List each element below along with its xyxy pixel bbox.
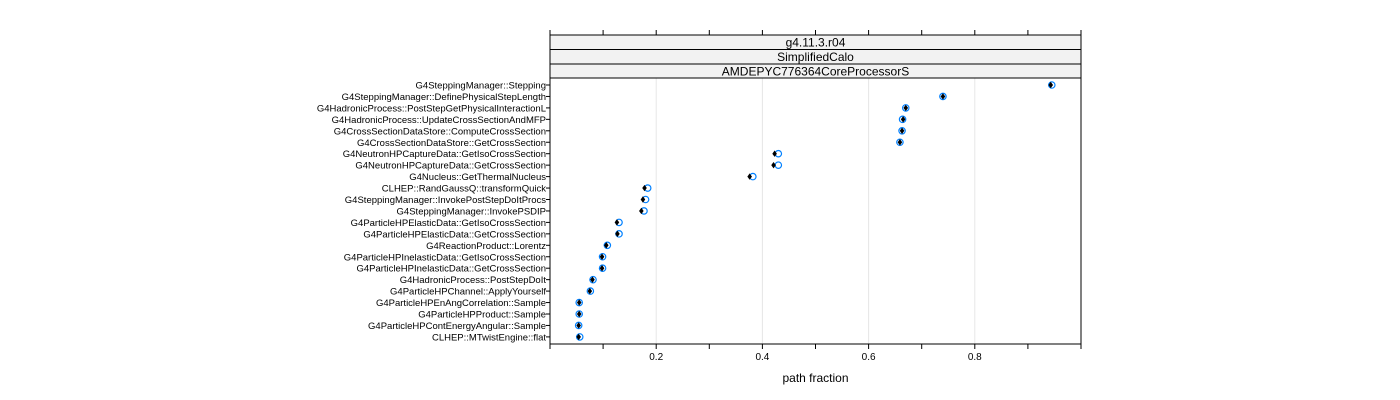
y-tick-label: CLHEP::MTwistEngine::flat [432, 332, 546, 343]
strip-2: SimplifiedCalo [549, 49, 1082, 65]
y-tick-label: CLHEP::RandGaussQ::transformQuick [382, 184, 546, 195]
y-tick-label: G4SteppingManager::InvokePSDIP [397, 206, 546, 217]
strip-1-label: g4.11.3.r04 [786, 36, 846, 50]
filled-diamond-point [899, 127, 905, 134]
filled-diamond-point [590, 276, 595, 283]
filled-diamond-point [576, 310, 582, 318]
x-tick-label: 0.4 [755, 352, 769, 363]
strip-3-label: AMDEPYC776364CoreProcessorS [722, 65, 909, 79]
strip-1: g4.11.3.r04 [549, 34, 1082, 50]
filled-diamond-point [640, 196, 646, 203]
y-axis-labels: G4SteppingManager::SteppingG4SteppingMan… [317, 81, 547, 344]
filled-diamond-point [771, 161, 776, 169]
y-tick-label: G4Nucleus::GetThermalNucleus [409, 172, 546, 183]
strip-3: AMDEPYC776364CoreProcessorS [549, 63, 1082, 79]
y-tick-label: G4CrossSectionDataStore::ComputeCrossSec… [334, 126, 546, 137]
data-points [574, 81, 1056, 341]
filled-diamond-point [1048, 81, 1054, 89]
y-tick-label: G4CrossSectionDataStore::GetCrossSection [357, 138, 546, 149]
filled-diamond-point [940, 93, 946, 100]
filled-diamond-point [576, 299, 582, 306]
filled-diamond-point [576, 333, 581, 341]
open-circle-point [589, 275, 597, 284]
filled-diamond-point [747, 173, 752, 180]
open-circle-point [598, 264, 607, 273]
panel-frame [549, 77, 1082, 345]
filled-diamond-point [587, 287, 593, 295]
filled-diamond-point [903, 104, 909, 112]
filled-diamond-point [614, 219, 620, 226]
y-tick-label: G4ParticleHPChannel::ApplyYourself [390, 287, 546, 298]
filled-diamond-point [642, 184, 647, 192]
x-axis-tick-labels: 0.2 0.4 0.6 0.8 [649, 352, 982, 363]
x-tick-label: 0.8 [968, 352, 982, 363]
filled-diamond-point [599, 253, 605, 260]
y-tick-label: G4NeutronHPCaptureData::GetCrossSection [355, 161, 546, 172]
filled-diamond-point [599, 265, 605, 272]
open-circle-point [598, 252, 607, 261]
y-tick-label: G4SteppingManager::DefinePhysicalStepLen… [342, 92, 546, 103]
filled-diamond-point [576, 322, 581, 329]
open-circle-point [586, 287, 595, 295]
y-tick-label: G4SteppingManager::InvokePostStepDoItPro… [345, 195, 546, 206]
filled-diamond-point [603, 242, 609, 249]
y-tick-label: G4ParticleHPContEnergyAngular::Sample [368, 321, 546, 332]
filled-diamond-point [772, 150, 777, 157]
x-axis-title: path fraction [782, 371, 848, 385]
y-tick-label: G4NeutronHPCaptureData::GetIsoCrossSecti… [343, 149, 546, 160]
y-tick-label: G4HadronicProcess::UpdateCrossSectionAnd… [332, 115, 546, 126]
open-circle-point [898, 115, 907, 124]
y-axis-ticks [546, 84, 550, 338]
x-axis-ticks [549, 30, 1082, 349]
grid-lines [655, 78, 976, 344]
y-tick-label: G4ParticleHPEnAngCorrelation::Sample [376, 298, 546, 309]
filled-diamond-point [900, 116, 906, 123]
strip-3-box [549, 63, 1082, 79]
y-tick-label: G4SteppingManager::Stepping [416, 81, 546, 92]
filled-diamond-point [897, 139, 903, 146]
y-tick-label: G4ParticleHPInelasticData::GetIsoCrossSe… [344, 252, 546, 263]
y-tick-label: G4HadronicProcess::PostStepDoIt [400, 275, 547, 286]
strip-2-label: SimplifiedCalo [777, 50, 854, 64]
y-tick-label: G4ParticleHPElasticData::GetIsoCrossSect… [351, 218, 546, 229]
x-tick-label: 0.6 [862, 352, 876, 363]
y-tick-label: G4ParticleHPProduct::Sample [418, 310, 546, 321]
x-tick-label: 0.2 [649, 352, 663, 363]
y-tick-label: G4ParticleHPInelasticData::GetCrossSecti… [356, 264, 546, 275]
filled-diamond-point [615, 230, 620, 238]
y-tick-label: G4ParticleHPElasticData::GetCrossSection [363, 229, 546, 240]
y-tick-label: G4HadronicProcess::PostStepGetPhysicalIn… [317, 103, 546, 114]
open-circle-point [774, 161, 783, 169]
y-tick-label: G4ReactionProduct::Lorentz [426, 241, 546, 252]
filled-diamond-point [639, 207, 644, 215]
